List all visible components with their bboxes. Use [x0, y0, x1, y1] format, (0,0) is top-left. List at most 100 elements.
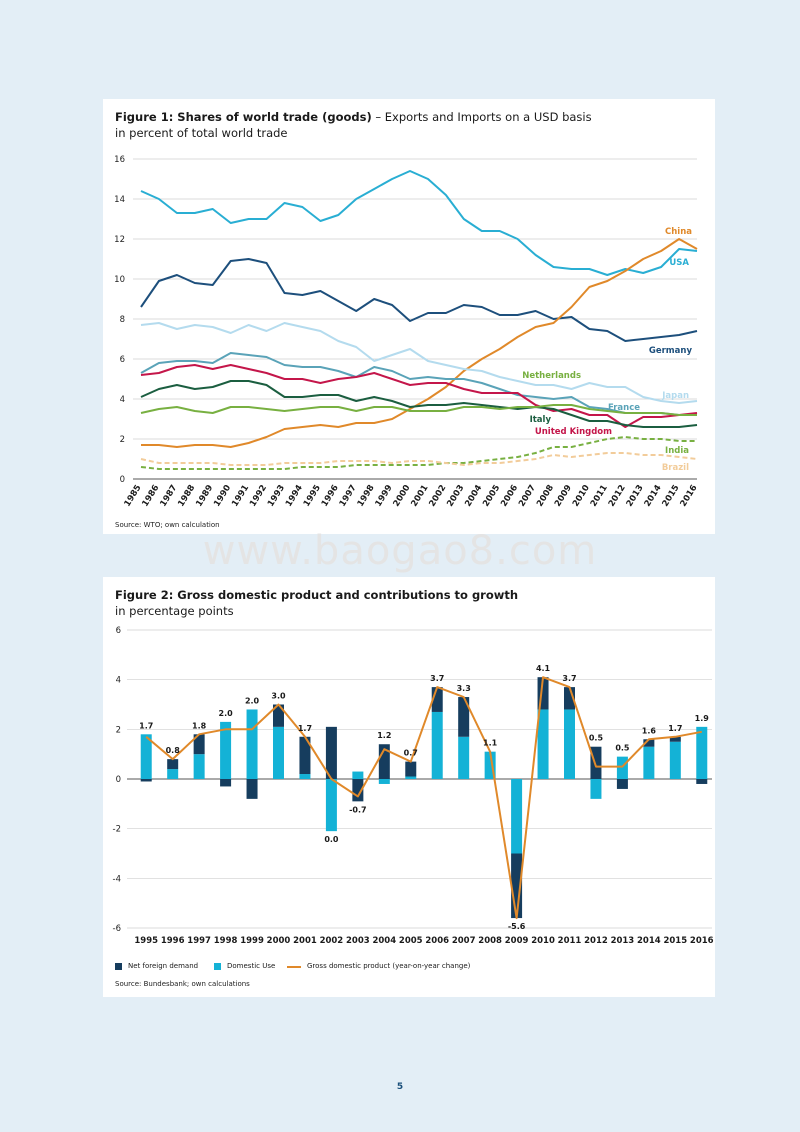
- x-tick-label: 2004: [372, 936, 396, 946]
- series-label-italy: Italy: [530, 415, 552, 425]
- x-tick-label: 1995: [134, 936, 158, 946]
- bar-net-foreign-demand: [696, 779, 708, 784]
- bar-domestic-use: [564, 709, 575, 779]
- bar-net-foreign-demand: [193, 734, 205, 755]
- legend-swatch-domestic: [214, 963, 221, 970]
- bar-net-foreign-demand: [431, 687, 443, 712]
- y-tick-label: 4: [116, 676, 121, 686]
- x-tick-label: 2012: [607, 483, 628, 508]
- bar-net-foreign-demand: [325, 726, 337, 779]
- bar-domestic-use: [352, 771, 364, 779]
- series-label-germany: Germany: [649, 346, 693, 356]
- legend-label-net-foreign: Net foreign demand: [128, 962, 199, 970]
- x-tick-label: 1996: [320, 483, 341, 508]
- x-tick-label: 1987: [158, 483, 179, 508]
- y-tick-label: 6: [120, 355, 125, 365]
- series-line-usa: [140, 170, 698, 276]
- x-tick-label: 2001: [409, 483, 430, 508]
- x-tick-label: 1997: [338, 483, 359, 508]
- bar-domestic-use: [431, 711, 443, 779]
- bar-domestic-use: [246, 709, 258, 779]
- x-tick-label: 1988: [176, 483, 197, 508]
- y-tick-label: 8: [120, 315, 125, 325]
- series-line-united-kingdom: [140, 364, 698, 428]
- data-label-gdp: 1.8: [192, 721, 207, 730]
- x-tick-label: 2000: [267, 936, 291, 946]
- data-label-gdp: 4.1: [536, 664, 551, 673]
- figure1-source: Source: WTO; own calculation: [115, 521, 220, 529]
- x-tick-label: 2007: [517, 483, 538, 508]
- series-label-france: France: [608, 403, 640, 413]
- data-label-gdp: 1.1: [483, 739, 498, 748]
- x-tick-label: 2002: [427, 483, 448, 508]
- bar-domestic-use: [511, 779, 523, 854]
- x-tick-label: 2015: [663, 936, 687, 946]
- x-tick-label: 2013: [611, 936, 635, 946]
- bar-domestic-use: [325, 779, 337, 832]
- x-tick-label: 1999: [374, 483, 395, 508]
- series-line-india: [140, 436, 697, 470]
- bar-net-foreign-demand: [590, 746, 602, 779]
- x-tick-label: 2013: [625, 483, 646, 508]
- bar-net-foreign-demand: [140, 779, 152, 782]
- x-tick-label: 2005: [399, 936, 423, 946]
- figure2-subtitle: in percentage points: [115, 604, 234, 618]
- series-label-china: China: [665, 227, 692, 237]
- figure2-title-bold: Figure 2: Gross domestic product and con…: [115, 588, 519, 602]
- figure1-title: Figure 1: Shares of world trade (goods) …: [115, 110, 592, 124]
- x-tick-label: 1986: [140, 483, 161, 508]
- y-tick-label: 2: [120, 435, 125, 445]
- x-tick-label: 1989: [194, 483, 215, 508]
- x-tick-label: 2006: [425, 936, 449, 946]
- bar-domestic-use: [193, 754, 205, 779]
- x-tick-label: 2009: [505, 936, 529, 946]
- x-tick-label: 2016: [679, 483, 700, 508]
- legend-swatch-net-foreign: [115, 963, 122, 970]
- series-label-india: India: [665, 446, 689, 456]
- y-tick-label: -6: [113, 924, 121, 934]
- bar-domestic-use: [616, 756, 628, 779]
- bar-domestic-use: [458, 736, 470, 779]
- bar-net-foreign-demand: [299, 736, 311, 775]
- series-label-netherlands: Netherlands: [522, 371, 581, 381]
- series-line-gdp: [145, 676, 702, 920]
- y-tick-label: -4: [113, 874, 121, 884]
- bar-domestic-use: [643, 746, 655, 779]
- data-label-gdp: 3.3: [457, 684, 471, 693]
- x-tick-label: 2004: [463, 483, 484, 508]
- y-tick-label: 6: [116, 626, 121, 636]
- x-tick-label: 1995: [302, 483, 323, 508]
- x-tick-label: 2002: [320, 936, 344, 946]
- bar-domestic-use: [669, 741, 681, 779]
- y-tick-label: 12: [114, 235, 125, 245]
- x-tick-label: 2006: [499, 483, 520, 508]
- x-tick-label: 2014: [643, 483, 664, 508]
- bar-domestic-use: [696, 726, 708, 779]
- x-tick-label: 2012: [584, 936, 608, 946]
- series-label-brazil: Brazil: [662, 463, 689, 473]
- data-label-gdp: 1.7: [668, 724, 682, 733]
- bar-net-foreign-demand: [220, 779, 232, 787]
- x-tick-label: 2008: [478, 936, 502, 946]
- series-line-japan: [140, 322, 698, 404]
- bar-domestic-use: [140, 734, 152, 779]
- data-label-gdp: 3.0: [271, 692, 286, 701]
- data-label-gdp: 3.7: [562, 674, 576, 683]
- bar-net-foreign-demand: [246, 779, 258, 799]
- data-label-gdp: 1.7: [139, 721, 153, 730]
- x-tick-label: 1997: [187, 936, 211, 946]
- bar-net-foreign-demand: [643, 739, 655, 747]
- series-label-united-kingdom: United Kingdom: [535, 427, 612, 437]
- figure2-title: Figure 2: Gross domestic product and con…: [115, 588, 518, 602]
- legend-line-gdp: [287, 966, 301, 968]
- x-tick-label: 2011: [589, 483, 610, 508]
- bar-net-foreign-demand: [564, 687, 575, 710]
- figure1-panel: Figure 1: Shares of world trade (goods) …: [103, 99, 715, 534]
- data-label-gdp: -0.7: [349, 805, 367, 814]
- y-tick-label: 0: [116, 775, 121, 785]
- legend-label-domestic: Domestic Use: [227, 962, 276, 970]
- x-tick-label: 1999: [240, 936, 264, 946]
- data-label-gdp: 2.0: [219, 709, 234, 718]
- data-label-gdp: 1.7: [298, 724, 312, 733]
- bar-net-foreign-demand: [537, 677, 549, 710]
